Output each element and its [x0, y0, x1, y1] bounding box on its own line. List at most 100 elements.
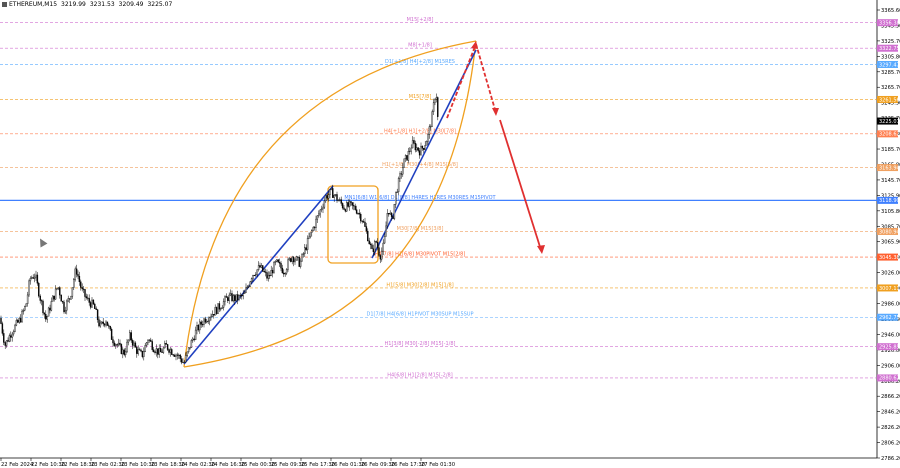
y-tick-label: 3285.70: [881, 70, 900, 76]
candle-body: [150, 339, 152, 342]
candle-body: [185, 355, 187, 363]
level-label: MN1[6/8] W1[6/8] D1[8/8] H4RES H1RES M30…: [344, 195, 496, 201]
y-tick-label: 3125.90: [881, 193, 900, 199]
level-price-tag: [877, 60, 898, 68]
candle-body: [52, 295, 54, 302]
candle-body: [280, 263, 282, 269]
candle-body: [304, 247, 306, 255]
level-price-tag: [877, 164, 898, 172]
candle-body: [95, 308, 97, 310]
candle-body: [225, 296, 228, 298]
candle-body: [189, 347, 191, 349]
candle-body: [313, 227, 316, 229]
candle-body: [388, 213, 390, 215]
candle-body: [260, 265, 263, 268]
candle-body: [374, 241, 376, 253]
consolidation-box: [327, 185, 379, 264]
candles-layer: [0, 93, 439, 365]
candle-body: [417, 147, 419, 151]
candle-body: [228, 294, 230, 301]
candle-body: [164, 343, 166, 349]
level-price-tag-text: 3118.90: [879, 198, 900, 204]
current-price-tag: [877, 117, 898, 125]
candle-body: [221, 307, 223, 309]
level-price-tag: [877, 196, 898, 204]
level-price-tag-text: 3322.75: [879, 46, 900, 52]
candle-body: [311, 230, 313, 233]
level-price-tag: [877, 44, 898, 52]
candle-body: [432, 102, 435, 112]
level-label: H4[7/8] H1[6/8] M30PIVOT M15[2/8]: [375, 252, 466, 258]
y-tick-label: 3325.70: [881, 39, 900, 45]
level-price-tag-text: 3261.56: [879, 97, 900, 103]
candle-body: [302, 253, 305, 255]
candle-body: [208, 317, 211, 322]
level-label: M15[+2/8]: [407, 17, 434, 23]
y-tick-label: 2826.20: [881, 425, 900, 431]
candle-body: [284, 272, 286, 275]
candle-body: [87, 297, 89, 299]
candle-body: [246, 286, 249, 289]
candle-body: [204, 318, 207, 323]
candle-body: [404, 155, 407, 160]
candle-body: [91, 299, 93, 308]
candle-body: [351, 202, 354, 206]
candle-body: [158, 348, 160, 355]
candle-body: [190, 340, 193, 349]
candle-body: [49, 307, 51, 311]
candle-body: [172, 354, 174, 356]
level-label: D1[+1/8] H4[+2/8] M15RES: [385, 59, 455, 65]
level-label: H4[6/8] H1[2/8] M15[-2/8]: [387, 372, 452, 378]
candle-body: [306, 238, 309, 250]
candle-body: [318, 213, 320, 216]
candle-body: [410, 147, 412, 152]
candle-body: [50, 301, 53, 311]
candle-body: [256, 269, 258, 275]
candle-body: [327, 194, 330, 199]
candle-body: [133, 342, 135, 346]
candle-body: [264, 271, 267, 273]
candle-body: [113, 342, 116, 346]
level-price-tag-text: 3208.62: [879, 132, 900, 138]
candle-body: [31, 277, 33, 279]
candle-body: [63, 301, 65, 313]
candle-body: [192, 338, 194, 341]
candle-body: [182, 362, 184, 364]
candle-body: [119, 342, 121, 345]
candle-body: [252, 274, 254, 279]
candle-body: [236, 294, 239, 300]
candle-body: [45, 313, 47, 320]
candle-body: [409, 150, 411, 152]
candle-body: [211, 314, 214, 317]
candle-body: [215, 307, 218, 314]
candle-body: [232, 295, 235, 302]
y-tick-label: 3265.70: [881, 85, 900, 91]
candle-body: [334, 194, 337, 196]
y-tick-label: 2866.20: [881, 394, 900, 400]
candle-body: [85, 296, 88, 299]
candle-body: [196, 325, 198, 331]
candle-body: [183, 361, 186, 363]
candle-body: [1, 323, 4, 334]
candle-body: [24, 306, 26, 311]
y-tick-label: 2886.20: [881, 379, 900, 385]
candle-body: [435, 97, 438, 100]
candle-body: [168, 349, 170, 353]
candle-body: [82, 288, 85, 290]
candle-body: [169, 349, 172, 353]
candle-body: [115, 344, 117, 346]
level-price-tag: [877, 284, 898, 292]
candle-body: [381, 250, 383, 260]
level-price-tag: [877, 374, 898, 382]
candle-body: [276, 259, 278, 262]
level-price-tag-text: 3297.47: [879, 62, 900, 68]
y-tick-label: 3065.90: [881, 240, 900, 246]
candle-body: [431, 111, 433, 127]
chart-menu-icon[interactable]: [2, 2, 7, 7]
level-price-tag: [877, 253, 898, 261]
candle-body: [84, 289, 86, 297]
candle-body: [358, 213, 361, 215]
y-tick-label: 3365.60: [881, 8, 900, 14]
candle-body: [423, 148, 425, 150]
